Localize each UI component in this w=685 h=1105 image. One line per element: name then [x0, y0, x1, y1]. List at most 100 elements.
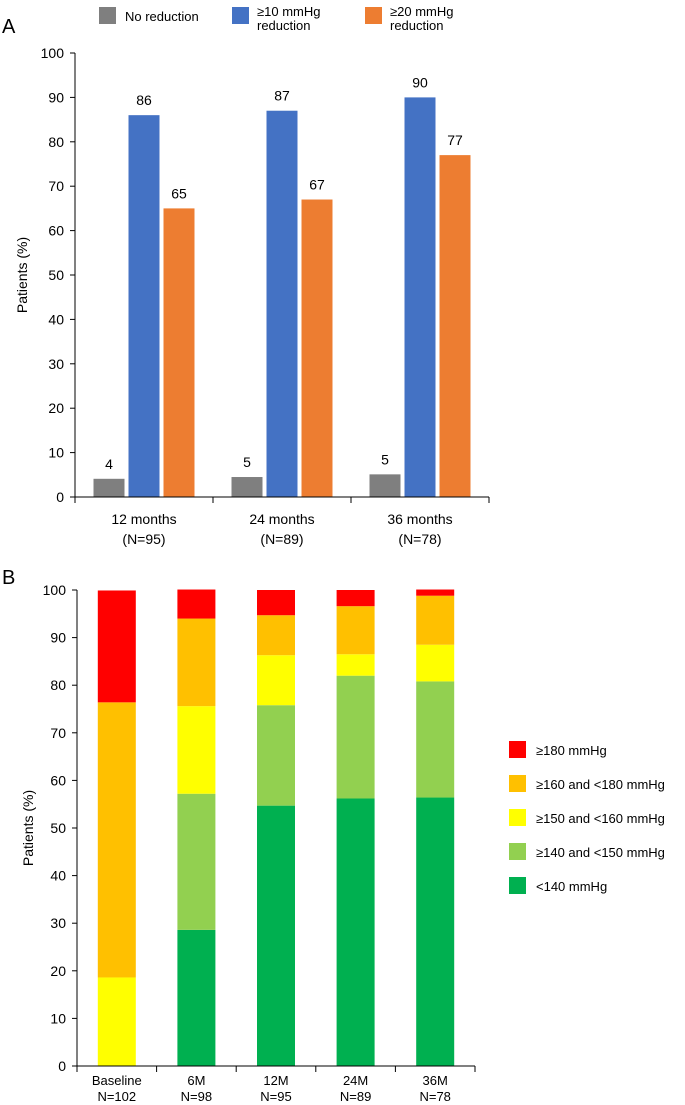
panel-a-bars: 4 86 65 5 87 67 5 90 77 [93, 74, 471, 498]
y-tick-label: 0 [56, 489, 64, 505]
legend-label-20mmhg-line1: ≥20 mmHg [390, 4, 453, 19]
legend-label-20mmhg-line2: reduction [390, 18, 443, 33]
bar-ge10-mmhg-reduction-24-months [266, 110, 298, 497]
y-tick-label: 40 [50, 868, 66, 884]
panel-a: A No reduction ≥10 mmHg reduction ≥20 mm… [2, 4, 490, 547]
x-tick-label: Baseline [92, 1073, 142, 1088]
bar-no-reduction-36-months [369, 474, 401, 497]
y-tick-label: 30 [50, 915, 66, 931]
data-label-ge10-mmhg-reduction-36-months: 90 [412, 74, 428, 90]
y-tick-label: 30 [48, 356, 64, 372]
panel-a-y-axis-title: Patients (%) [14, 237, 30, 313]
legend-swatch-10mmhg [232, 7, 249, 24]
y-tick-label: 60 [48, 223, 64, 239]
y-tick-label: 10 [50, 1010, 66, 1026]
legend-label-ge150-and-lt160-mmhg: ≥150 and <160 mmHg [536, 811, 665, 826]
x-tick-sublabel: (N=95) [122, 531, 165, 547]
panel-a-label: A [2, 16, 16, 38]
x-tick-label: 6M [187, 1073, 205, 1088]
x-tick-label: 36M [423, 1073, 448, 1088]
bar-ge10-mmhg-reduction-36-months [404, 97, 436, 498]
y-tick-label: 20 [48, 400, 64, 416]
legend-swatch-ge160-and-lt180-mmhg [509, 775, 526, 792]
segment-lt140-mmhg-24m [336, 798, 375, 1066]
y-tick-label: 90 [48, 89, 64, 105]
panel-b: B Patients (%) 0 10 20 30 40 50 60 70 80 90 100 Ba… [2, 567, 665, 1104]
x-tick-sublabel: N=78 [419, 1089, 450, 1104]
segment-lt140-mmhg-36m [416, 797, 455, 1066]
bar-no-reduction-12-months [93, 478, 125, 497]
data-label-ge10-mmhg-reduction-24-months: 87 [274, 88, 290, 104]
data-label-no-reduction-36-months: 5 [381, 451, 389, 467]
segment-ge150-and-lt160-mmhg-36m [416, 644, 455, 682]
data-label-no-reduction-12-months: 4 [105, 456, 113, 472]
segment-ge160-and-lt180-mmhg-24m [336, 606, 375, 655]
segment-ge180-mmhg-6m [177, 589, 216, 619]
bar-no-reduction-24-months [231, 477, 263, 497]
segment-ge180-mmhg-24m [336, 590, 375, 607]
panel-a-y-axis: 0 10 20 30 40 50 60 70 80 90 100 [41, 45, 76, 505]
panel-b-label: B [2, 567, 15, 589]
legend-swatch-ge150-and-lt160-mmhg [509, 809, 526, 826]
segment-ge150-and-lt160-mmhg-baseline [97, 977, 136, 1066]
segment-ge140-and-lt150-mmhg-12m [257, 705, 295, 806]
legend-label-ge140-and-lt150-mmhg: ≥140 and <150 mmHg [536, 845, 665, 860]
y-tick-label: 10 [48, 445, 64, 461]
legend-label-10mmhg-line1: ≥10 mmHg [257, 4, 320, 19]
bar-ge20-mmhg-reduction-36-months [439, 155, 471, 497]
legend-swatch-lt140-mmhg [509, 877, 526, 894]
panel-a-x-axis: 12 months (N=95) 24 months (N=89) 36 months (… [74, 496, 490, 547]
segment-ge140-and-lt150-mmhg-24m [336, 675, 375, 799]
x-tick-sublabel: N=98 [181, 1089, 212, 1104]
legend-label-no-reduction: No reduction [125, 9, 199, 24]
panel-b-y-axis: 0 10 20 30 40 50 60 70 80 90 100 [43, 582, 78, 1074]
legend-label-10mmhg-line2: reduction [257, 18, 310, 33]
x-tick-label: 24 months [249, 511, 314, 527]
y-tick-label: 70 [50, 725, 66, 741]
segment-ge180-mmhg-baseline [97, 590, 136, 703]
x-tick-label: 12 months [111, 511, 176, 527]
legend-swatch-20mmhg [365, 7, 382, 24]
x-tick-sublabel: N=95 [260, 1089, 291, 1104]
legend-swatch-no-reduction [99, 7, 116, 24]
segment-ge160-and-lt180-mmhg-baseline [97, 702, 136, 978]
x-tick-sublabel: N=89 [340, 1089, 371, 1104]
y-tick-label: 0 [58, 1058, 66, 1074]
segment-ge140-and-lt150-mmhg-36m [416, 681, 455, 798]
data-label-no-reduction-24-months: 5 [243, 454, 251, 470]
data-label-ge10-mmhg-reduction-12-months: 86 [136, 92, 152, 108]
y-tick-label: 40 [48, 311, 64, 327]
segment-ge140-and-lt150-mmhg-6m [177, 793, 216, 930]
segment-ge150-and-lt160-mmhg-24m [336, 654, 375, 676]
segment-ge180-mmhg-12m [257, 590, 295, 616]
segment-lt140-mmhg-12m [257, 805, 295, 1066]
panel-a-legend: No reduction ≥10 mmHg reduction ≥20 mmHg… [99, 4, 453, 33]
y-tick-label: 90 [50, 630, 66, 646]
data-label-ge20-mmhg-reduction-24-months: 67 [309, 177, 325, 193]
bar-ge20-mmhg-reduction-12-months [163, 208, 195, 497]
y-tick-label: 100 [41, 45, 65, 61]
segment-lt140-mmhg-6m [177, 929, 216, 1066]
y-tick-label: 50 [48, 267, 64, 283]
x-tick-sublabel: N=102 [97, 1089, 136, 1104]
segment-ge150-and-lt160-mmhg-6m [177, 706, 216, 794]
panel-b-legend: ≥180 mmHg ≥160 and <180 mmHg ≥150 and <160… [509, 741, 665, 894]
panel-b-y-axis-title: Patients (%) [20, 790, 36, 866]
x-tick-label: 12M [263, 1073, 288, 1088]
legend-swatch-ge140-and-lt150-mmhg [509, 843, 526, 860]
panel-b-bars [97, 589, 455, 1066]
data-label-ge20-mmhg-reduction-12-months: 65 [171, 185, 187, 201]
segment-ge150-and-lt160-mmhg-12m [257, 655, 295, 706]
y-tick-label: 80 [50, 677, 66, 693]
y-tick-label: 80 [48, 134, 64, 150]
x-tick-sublabel: (N=78) [398, 531, 441, 547]
legend-label-ge160-and-lt180-mmhg: ≥160 and <180 mmHg [536, 777, 665, 792]
segment-ge180-mmhg-36m [416, 589, 455, 596]
data-label-ge20-mmhg-reduction-36-months: 77 [447, 132, 463, 148]
segment-ge160-and-lt180-mmhg-12m [257, 615, 295, 656]
y-tick-label: 50 [50, 820, 66, 836]
y-tick-label: 100 [43, 582, 67, 598]
y-tick-label: 70 [48, 178, 64, 194]
